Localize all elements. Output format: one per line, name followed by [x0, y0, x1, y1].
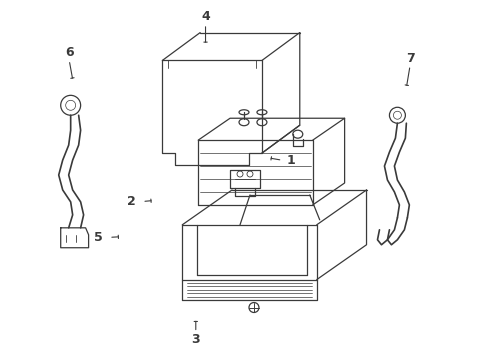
Text: 1: 1	[286, 154, 295, 167]
Text: 7: 7	[405, 51, 414, 64]
Text: 5: 5	[94, 231, 102, 244]
Text: 4: 4	[201, 10, 209, 23]
Text: 3: 3	[191, 333, 200, 346]
Text: 6: 6	[65, 46, 73, 59]
Text: 2: 2	[127, 195, 136, 208]
